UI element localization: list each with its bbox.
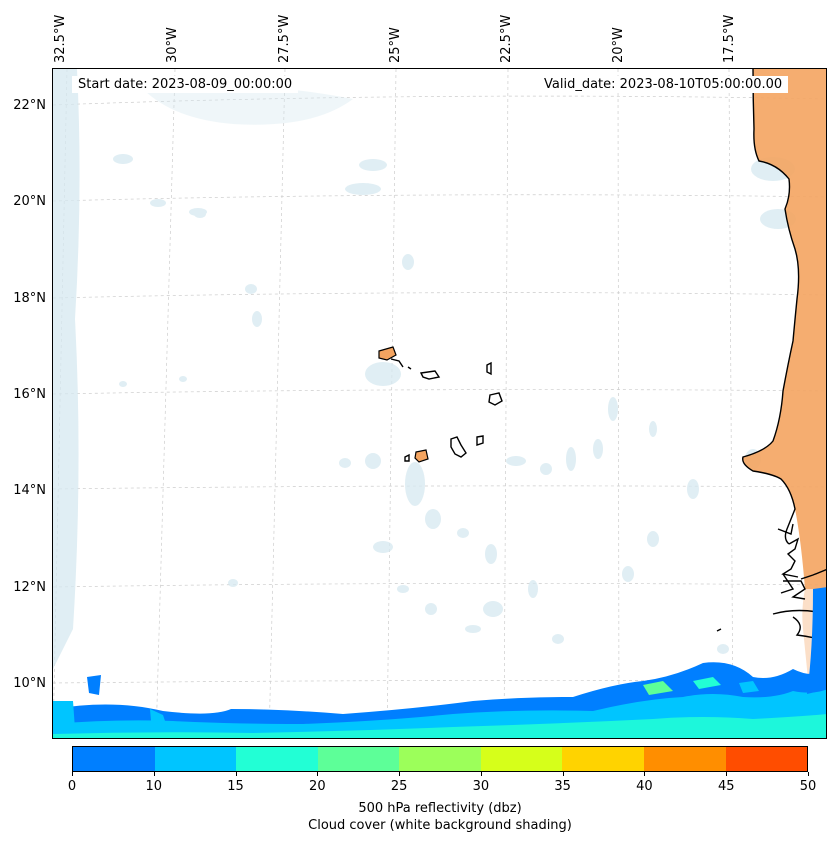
latitude-label: 10°N — [13, 676, 46, 691]
colorbar-tick-mark — [726, 772, 728, 776]
colorbar-tick-label: 35 — [554, 779, 571, 794]
coastlines — [390, 69, 826, 642]
longitude-label: 22.5°W — [499, 14, 514, 63]
map-panel — [52, 68, 827, 739]
colorbar-tick-mark — [72, 772, 73, 776]
longitude-label: 20°W — [611, 27, 626, 63]
colorbar-tick-label: 50 — [799, 779, 817, 794]
longitude-label: 32.5°W — [53, 14, 68, 63]
colorbar-segment — [643, 747, 726, 771]
colorbar-tick-mark — [644, 772, 646, 776]
colorbar-segment — [725, 747, 808, 771]
colorbar-tick-mark — [399, 772, 401, 776]
graticule — [53, 69, 826, 738]
colorbar-tick-mark — [562, 772, 564, 776]
colorbar-tick-mark — [317, 772, 319, 776]
colorbar-segment — [562, 747, 644, 771]
colorbar-label-secondary: Cloud cover (white background shading) — [308, 818, 572, 833]
latitude-label: 16°N — [13, 387, 46, 402]
latitude-label: 12°N — [13, 580, 46, 595]
cloud-cover-shading — [53, 69, 796, 669]
colorbar-tick-label: 15 — [227, 779, 244, 794]
valid-date-label: Valid_date: 2023-08-10T05:00:00.00 — [538, 76, 789, 93]
longitude-label: 30°W — [165, 27, 180, 63]
colorbar-tick-label: 25 — [390, 779, 408, 794]
colorbar-tick-mark — [153, 772, 155, 776]
colorbar-segment — [399, 747, 481, 771]
latitude-label: 18°N — [13, 291, 46, 306]
longitude-label: 17.5°W — [722, 14, 737, 63]
colorbar — [72, 746, 808, 772]
reflectivity-field — [53, 587, 826, 738]
colorbar-tick-label: 20 — [309, 779, 326, 794]
colorbar-tick-mark — [480, 772, 482, 776]
colorbar-tick-label: 40 — [636, 779, 653, 794]
longitude-label: 25°W — [388, 27, 403, 63]
map-canvas — [53, 69, 826, 738]
colorbar-tick-label: 0 — [67, 779, 77, 794]
latitude-label: 22°N — [13, 98, 46, 113]
colorbar-segment — [154, 747, 237, 771]
colorbar-tick-label: 30 — [472, 779, 490, 794]
colorbar-segment — [236, 747, 318, 771]
colorbar-tick-label: 45 — [717, 779, 735, 794]
colorbar-label-primary: 500 hPa reflectivity (dbz) — [358, 801, 522, 816]
colorbar-segment — [480, 747, 563, 771]
colorbar-segment — [317, 747, 400, 771]
colorbar-tick-mark — [808, 772, 809, 776]
latitude-label: 14°N — [13, 483, 46, 498]
colorbar-tick-mark — [235, 772, 237, 776]
longitude-label: 27.5°W — [277, 14, 292, 63]
start-date-label: Start date: 2023-08-09_00:00:00 — [72, 76, 299, 93]
colorbar-tick-label: 10 — [145, 779, 163, 794]
latitude-label: 20°N — [13, 194, 46, 209]
colorbar-segment — [73, 747, 155, 771]
